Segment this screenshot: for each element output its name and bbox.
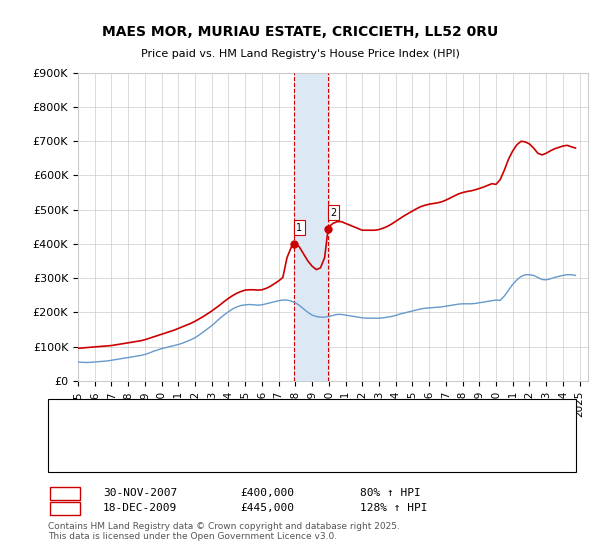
Text: 1: 1: [296, 223, 302, 233]
Text: 1: 1: [61, 488, 68, 498]
Text: Price paid vs. HM Land Registry's House Price Index (HPI): Price paid vs. HM Land Registry's House …: [140, 49, 460, 59]
Text: MAES MOR, MURIAU ESTATE, CRICCIETH, LL52 0RU (detached house): MAES MOR, MURIAU ESTATE, CRICCIETH, LL52…: [90, 399, 428, 409]
Text: 80% ↑ HPI: 80% ↑ HPI: [360, 488, 421, 498]
Text: £400,000: £400,000: [240, 488, 294, 498]
Text: Contains HM Land Registry data © Crown copyright and database right 2025.
This d: Contains HM Land Registry data © Crown c…: [48, 522, 400, 542]
Text: HPI: Average price, detached house, Gwynedd: HPI: Average price, detached house, Gwyn…: [90, 412, 317, 422]
Text: MAES MOR, MURIAU ESTATE, CRICCIETH, LL52 0RU: MAES MOR, MURIAU ESTATE, CRICCIETH, LL52…: [102, 25, 498, 39]
Bar: [294, 73, 328, 381]
Text: 2: 2: [330, 208, 337, 217]
Text: 128% ↑ HPI: 128% ↑ HPI: [360, 503, 427, 514]
Text: £445,000: £445,000: [240, 503, 294, 514]
Text: 30-NOV-2007: 30-NOV-2007: [103, 488, 178, 498]
Text: 18-DEC-2009: 18-DEC-2009: [103, 503, 178, 514]
Text: 2: 2: [61, 503, 68, 514]
